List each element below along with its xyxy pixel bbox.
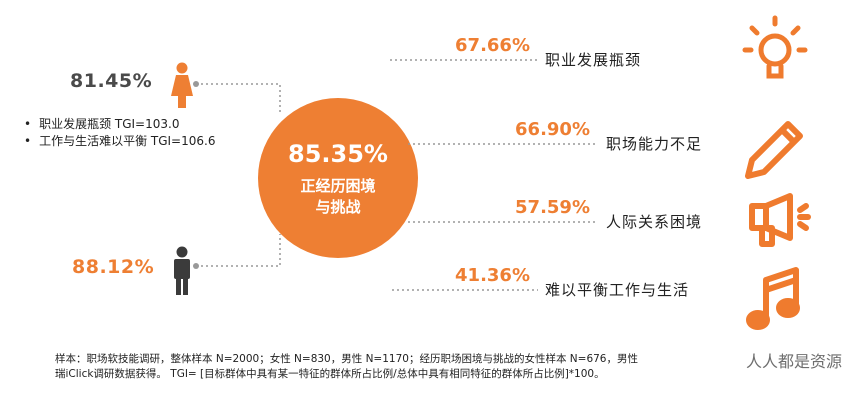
tgi-bullet-list: 职业发展瓶颈 TGI=103.0 工作与生活难以平衡 TGI=106.6 (24, 116, 215, 150)
category-label: 人际关系困境 (606, 213, 703, 231)
female-person-icon (171, 62, 193, 108)
watermark: 人人都是资源 (745, 352, 842, 371)
category-value-label: 67.66% (455, 35, 530, 56)
center-label-line1: 正经历困境 (300, 177, 376, 195)
female-connector-line (196, 83, 281, 112)
footnote-line2: 瑞iClick调研数据获得。 TGI= [目标群体中具有某一特征的群体所占比例/… (55, 368, 605, 380)
category-value-label: 57.59% (515, 197, 590, 218)
category-value-label: 66.90% (515, 119, 590, 140)
tgi-bullet-item: 职业发展瓶颈 TGI=103.0 (24, 116, 215, 133)
megaphone-icon (749, 193, 811, 247)
category-label: 难以平衡工作与生活 (545, 281, 690, 299)
male-connector-dot (193, 263, 199, 269)
center-label-line2: 与挑战 (315, 198, 361, 216)
category-value-label: 41.36% (455, 265, 530, 286)
female-percentage: 81.45% (70, 70, 153, 92)
male-percentage: 88.12% (72, 256, 155, 278)
category-label: 职场能力不足 (606, 135, 703, 153)
male-connector-line (196, 234, 281, 267)
male-person-icon (174, 246, 190, 295)
tgi-bullet-item: 工作与生活难以平衡 TGI=106.6 (24, 133, 215, 150)
pencil-icon (745, 121, 803, 179)
lightbulb-icon (742, 15, 808, 79)
footnote: 样本：职场软技能调研，整体样本 N=2000；女性 N=830，男性 N=117… (55, 352, 815, 382)
female-connector-dot (193, 81, 199, 87)
center-circle (258, 98, 418, 258)
category-label: 职业发展瓶颈 (545, 51, 642, 69)
footnote-line1: 样本：职场软技能调研，整体样本 N=2000；女性 N=830，男性 N=117… (55, 353, 638, 365)
center-value: 85.35% (288, 140, 388, 168)
music-note-icon (746, 267, 800, 330)
